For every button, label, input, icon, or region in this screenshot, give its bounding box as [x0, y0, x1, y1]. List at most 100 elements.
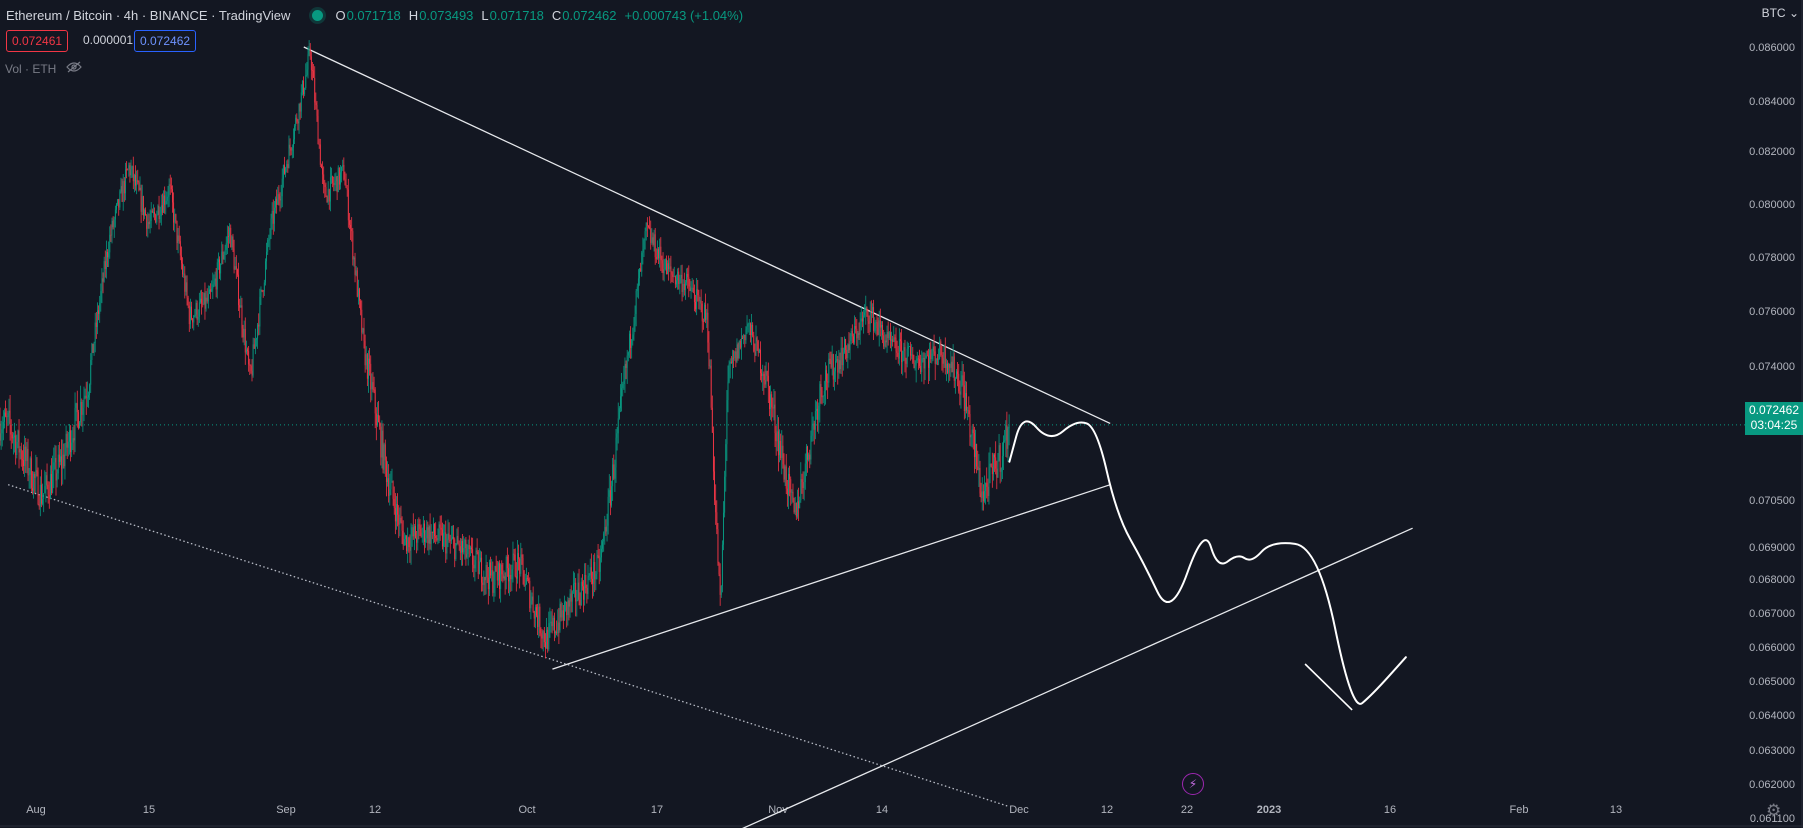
candle-body: [709, 365, 711, 367]
projection-drawing[interactable]: [1008, 420, 1407, 705]
candle-body: [821, 390, 823, 398]
candle-body: [837, 359, 839, 373]
candle-body: [260, 289, 262, 297]
candle-body: [36, 470, 38, 472]
candle-body: [19, 448, 21, 453]
eye-off-icon[interactable]: [66, 61, 83, 76]
candle-body: [811, 425, 813, 436]
candle-body: [428, 526, 430, 544]
change-value: +0.000743 (+1.04%): [624, 7, 744, 23]
candle-body: [676, 280, 677, 285]
candle-body: [630, 333, 632, 348]
candle-body: [898, 339, 900, 359]
time-tick-label: 12: [1101, 804, 1113, 816]
sell-price-button[interactable]: 0.072461: [6, 30, 69, 52]
candle-body: [887, 332, 889, 339]
candle-body: [973, 433, 975, 458]
trendline-upper-descending[interactable]: [303, 46, 1111, 425]
candle-body: [533, 611, 535, 619]
candle-body: [697, 289, 699, 296]
candle-body: [155, 214, 157, 223]
candle-body: [145, 210, 147, 216]
candle-body: [464, 539, 466, 549]
buy-price-button[interactable]: 0.072462: [134, 30, 197, 52]
volume-indicator-legend[interactable]: Vol · ETH: [5, 61, 83, 76]
candle-body: [281, 178, 283, 197]
candle-body: [315, 102, 317, 106]
candle-body: [594, 561, 596, 580]
currency-menu[interactable]: BTC ⌄: [1762, 6, 1799, 20]
candle-body: [674, 276, 676, 285]
time-tick-label: 12: [369, 804, 381, 816]
candle-body: [328, 189, 330, 202]
candle-body: [294, 125, 296, 140]
candle-body: [408, 537, 410, 548]
candle-body: [186, 282, 188, 298]
candle-body: [297, 121, 299, 124]
candle-body: [895, 337, 897, 352]
candle-body: [753, 335, 755, 352]
candle-body: [284, 165, 285, 174]
candle-body: [244, 328, 246, 353]
candle-body: [790, 479, 792, 493]
candle-body: [934, 351, 936, 364]
candle-body: [236, 269, 238, 275]
candle-body: [299, 103, 301, 112]
candle-body: [241, 305, 243, 329]
candle-body: [596, 555, 598, 574]
candle-body: [487, 577, 489, 590]
candle-body: [710, 365, 712, 408]
candle-body: [222, 251, 224, 260]
candle-body: [295, 117, 297, 126]
candle-body: [389, 489, 391, 496]
last-price-label: 0.072462 03:04:25: [1745, 402, 1803, 435]
candle-body: [823, 390, 825, 397]
symbol-title[interactable]: Ethereum / Bitcoin · 4h · BINANCE · Trad…: [6, 7, 291, 23]
candle-body: [708, 342, 710, 366]
candle-body: [633, 324, 635, 335]
trendline-lower-ascending[interactable]: [552, 484, 1111, 670]
candle-body: [880, 324, 882, 328]
candle-body: [362, 328, 364, 333]
candle-body: [110, 234, 112, 236]
candle-body: [298, 103, 300, 124]
candle-body: [752, 324, 754, 336]
candle-body: [720, 585, 722, 595]
candle-body: [139, 187, 141, 191]
candle-body: [426, 527, 428, 539]
candle-body: [604, 527, 606, 534]
candle-body: [578, 582, 580, 600]
candle-body: [818, 405, 820, 420]
candle-body: [667, 263, 668, 275]
candle-body: [1003, 440, 1004, 457]
candle-body: [495, 566, 497, 572]
candle-body: [164, 195, 166, 205]
candle-body: [418, 524, 420, 526]
candle-body: [817, 408, 819, 420]
candle-body: [170, 185, 172, 190]
projection-arrow[interactable]: [1304, 663, 1353, 711]
trendline-long-ascending[interactable]: [741, 527, 1413, 828]
candle-body: [286, 164, 288, 168]
candle-body: [659, 246, 661, 259]
market-status-icon[interactable]: [312, 9, 324, 21]
candle-body: [544, 642, 546, 649]
low-value: 0.071718: [489, 7, 544, 23]
candle-body: [66, 433, 68, 448]
candle-body: [197, 316, 199, 320]
candle-body: [781, 445, 783, 458]
candle-body: [734, 351, 736, 359]
candle-body: [151, 210, 153, 213]
candle-body: [380, 426, 382, 458]
candle-body: [137, 180, 139, 183]
trendline-lower-channel-dotted[interactable]: [7, 484, 1010, 808]
gear-icon[interactable]: ⚙: [1766, 801, 1782, 820]
candle-body: [99, 302, 101, 314]
candle-body: [558, 622, 560, 631]
lightning-icon[interactable]: ⚡: [1182, 773, 1204, 795]
candle-body: [662, 263, 664, 273]
candle-body: [263, 282, 265, 292]
candle-body: [130, 169, 132, 176]
candle-body: [305, 75, 307, 88]
